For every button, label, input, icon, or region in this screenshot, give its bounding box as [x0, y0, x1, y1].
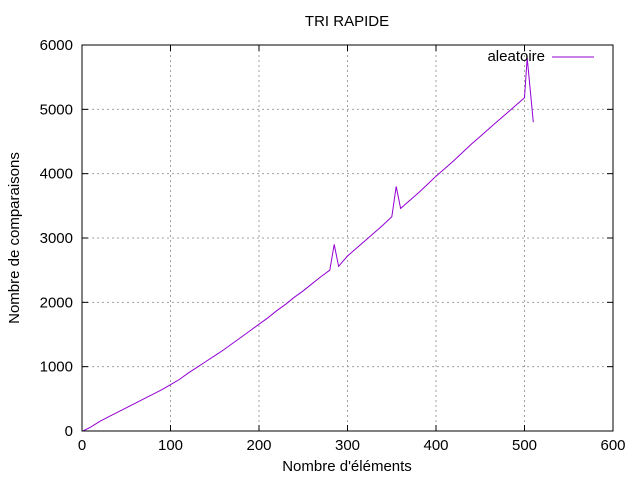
y-axis-label: Nombre de comparaisons — [6, 152, 23, 324]
plot-frame — [81, 44, 614, 432]
y-tick-label: 2000 — [40, 294, 73, 311]
y-tick-label: 6000 — [40, 37, 73, 54]
grid — [82, 45, 613, 431]
legend-label-aleatoire: aleatoire — [487, 48, 545, 65]
y-tick-label: 4000 — [40, 166, 73, 183]
y-tick-label: 3000 — [40, 230, 73, 247]
series-line-aleatoire — [82, 57, 534, 432]
x-tick-label: 200 — [246, 437, 271, 454]
x-tick-label: 0 — [78, 437, 86, 454]
y-tick-label: 0 — [65, 423, 73, 440]
x-tick-label: 500 — [512, 437, 537, 454]
x-tick-label: 400 — [423, 437, 448, 454]
x-tick-label: 300 — [335, 437, 360, 454]
x-axis-label: Nombre d'éléments — [282, 458, 412, 475]
ticks: 0 100 200 300 400 500 600010002000300040005000… — [40, 37, 626, 454]
legend: aleatoire — [487, 48, 594, 65]
y-tick-label: 1000 — [40, 359, 73, 376]
x-tick-label: 600 — [600, 437, 625, 454]
chart-title: TRI RAPIDE — [305, 13, 389, 30]
y-tick-label: 5000 — [40, 101, 73, 118]
x-tick-label: 100 — [158, 437, 183, 454]
